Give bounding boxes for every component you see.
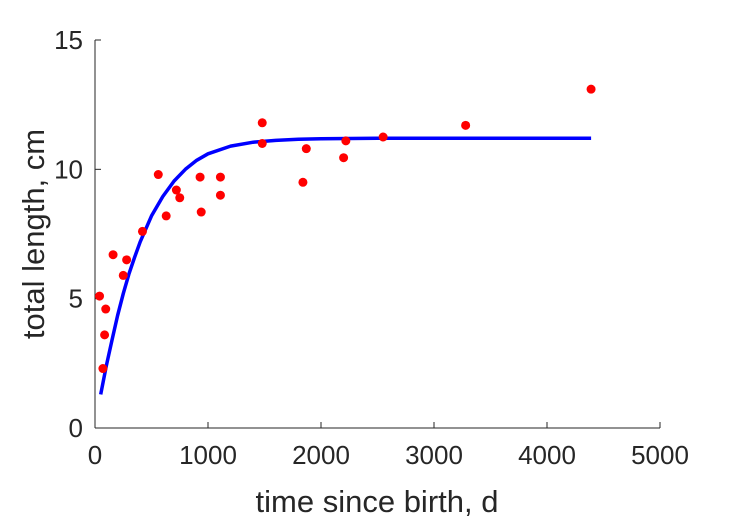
axes: 0 1000 2000 3000 4000 5000 0 5 10 15 [54,25,689,470]
y-tick-label: 0 [69,413,83,443]
y-tick-label: 5 [69,284,83,314]
y-tick-label: 10 [54,154,83,184]
x-tick-label: 3000 [405,440,463,470]
data-point [122,255,132,265]
fit-curve [98,136,592,395]
y-axis-label: total length, cm [16,129,51,339]
data-point [461,120,471,130]
data-point [195,172,205,182]
y-tick-label: 15 [54,25,83,55]
data-point [378,132,388,142]
data-point [215,172,225,182]
x-tick-label: 4000 [518,440,576,470]
data-point [153,170,163,180]
data-point [175,193,185,203]
data-point [100,330,110,340]
plot-area [95,84,596,395]
data-point [95,291,105,301]
data-point [98,364,108,374]
data-point [257,118,267,128]
data-point [137,226,147,236]
data-point [171,185,181,195]
data-point [298,177,308,187]
data-point [101,304,111,314]
x-axis-label: time since birth, d [256,484,499,519]
data-point [161,211,171,221]
data-point [108,250,118,260]
data-point [257,138,267,148]
data-point [586,84,596,94]
x-tick-label: 1000 [179,440,237,470]
data-point [118,270,128,280]
x-tick-label: 0 [88,440,102,470]
x-tick-label: 5000 [631,440,689,470]
data-point [196,207,206,217]
data-point [339,153,349,163]
data-point [215,190,225,200]
data-point [341,136,351,146]
data-point [301,144,311,154]
x-tick-label: 2000 [292,440,350,470]
